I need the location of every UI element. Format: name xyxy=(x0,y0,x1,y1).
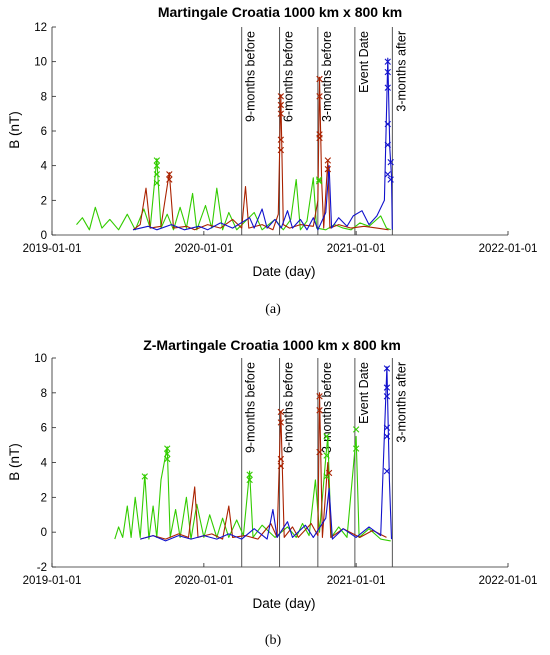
data-point-marker xyxy=(384,68,391,76)
data-point-marker xyxy=(324,157,332,164)
series-line xyxy=(76,158,391,231)
x-axis-label: Date (day) xyxy=(252,264,315,279)
data-point-marker xyxy=(325,469,333,477)
event-line-label: 9-months before xyxy=(244,31,258,122)
data-point-marker xyxy=(387,159,394,166)
y-tick-label: 8 xyxy=(41,388,47,400)
data-point-marker xyxy=(277,110,285,117)
data-point-marker xyxy=(384,58,391,65)
data-point-marker xyxy=(323,473,330,480)
data-point-marker xyxy=(277,462,285,470)
data-point-marker xyxy=(277,408,285,416)
data-point-marker xyxy=(164,445,171,452)
data-point-marker xyxy=(352,445,360,452)
event-line-label: 6-months before xyxy=(282,31,296,122)
data-point-marker xyxy=(277,101,285,109)
x-tick-label: 2019-01-01 xyxy=(23,243,82,255)
series-line xyxy=(114,435,391,542)
y-tick-label: 0 xyxy=(41,230,47,242)
x-tick-label: 2022-01-01 xyxy=(479,575,538,587)
x-tick-label: 2019-01-01 xyxy=(23,575,82,587)
data-point-marker xyxy=(153,162,161,169)
data-point-marker xyxy=(166,176,173,183)
data-point-marker xyxy=(323,433,330,440)
data-point-marker xyxy=(246,471,253,478)
data-point-marker xyxy=(164,455,171,463)
y-axis-label: B (nT) xyxy=(7,443,22,481)
panel-caption: (b) xyxy=(265,633,282,648)
data-point-marker xyxy=(277,136,285,143)
data-point-marker xyxy=(316,131,323,138)
event-line-label: 6-months before xyxy=(282,362,296,453)
data-point-marker xyxy=(387,176,394,183)
data-point-marker xyxy=(384,120,391,128)
chart-title: Martingale Croatia 1000 km x 800 km xyxy=(158,4,402,20)
chart-title: Z-Martingale Croatia 1000 km x 800 km xyxy=(143,337,401,353)
chart-panel-a: Martingale Croatia 1000 km x 800 km B (n… xyxy=(7,4,537,317)
data-point-marker xyxy=(153,171,161,178)
x-tick-label: 2021-01-01 xyxy=(327,575,386,587)
data-point-marker xyxy=(352,426,360,433)
data-point-marker xyxy=(383,468,391,475)
panel-caption: (a) xyxy=(265,302,281,317)
event-line-label: 9-months before xyxy=(244,362,258,453)
event-line-label: 3-months before xyxy=(320,31,334,122)
y-tick-label: 8 xyxy=(41,91,47,103)
y-tick-label: 6 xyxy=(41,423,47,435)
event-line-label: 3-months after xyxy=(394,362,408,443)
data-point-marker xyxy=(383,365,391,372)
data-point-marker xyxy=(384,141,391,149)
data-point-marker xyxy=(315,178,323,185)
data-point-marker xyxy=(277,419,285,426)
event-line-label: Event Date xyxy=(357,362,371,424)
x-tick-label: 2020-01-01 xyxy=(174,243,233,255)
y-tick-label: 6 xyxy=(41,126,47,138)
data-point-marker xyxy=(277,93,285,100)
data-point-marker xyxy=(316,448,323,456)
data-point-marker xyxy=(246,476,253,484)
series-line xyxy=(132,57,393,231)
x-axis-label: Date (day) xyxy=(252,596,315,611)
x-tick-label: 2021-01-01 xyxy=(327,243,386,255)
y-tick-label: -2 xyxy=(37,562,47,574)
data-point-marker xyxy=(141,473,148,480)
data-point-marker xyxy=(316,407,323,414)
data-point-marker xyxy=(277,455,285,463)
data-point-marker xyxy=(316,75,323,83)
data-point-marker xyxy=(323,452,330,459)
y-tick-label: 4 xyxy=(41,458,48,470)
y-tick-label: 0 xyxy=(41,527,47,539)
y-tick-label: 10 xyxy=(34,353,47,365)
event-line-label: Event Date xyxy=(357,31,371,93)
data-point-marker xyxy=(384,171,391,178)
data-point-marker xyxy=(383,393,391,400)
data-point-marker xyxy=(384,84,391,91)
y-tick-label: 10 xyxy=(34,57,47,69)
x-tick-label: 2022-01-01 xyxy=(479,243,538,255)
event-line-label: 3-months before xyxy=(320,362,334,453)
y-tick-label: 2 xyxy=(41,492,47,504)
data-point-marker xyxy=(383,384,391,391)
chart-panel-b: Z-Martingale Croatia 1000 km x 800 km B … xyxy=(7,337,537,648)
data-point-marker xyxy=(383,424,391,431)
data-point-marker xyxy=(324,165,332,173)
y-tick-label: 2 xyxy=(41,195,47,207)
series-line xyxy=(132,76,389,231)
data-point-marker xyxy=(383,433,391,440)
data-point-marker xyxy=(316,93,323,100)
data-point-marker xyxy=(277,146,285,154)
data-point-marker xyxy=(153,157,161,164)
y-axis-label: B (nT) xyxy=(7,111,22,149)
data-point-marker xyxy=(315,176,323,183)
y-tick-label: 4 xyxy=(41,161,48,173)
series-line xyxy=(140,366,393,542)
data-point-marker xyxy=(316,393,323,400)
event-line-label: 3-months after xyxy=(394,31,408,112)
y-tick-label: 12 xyxy=(34,22,47,34)
x-tick-label: 2020-01-01 xyxy=(174,575,233,587)
data-point-marker xyxy=(166,171,173,178)
data-point-marker xyxy=(164,450,171,457)
data-point-marker xyxy=(153,179,161,187)
